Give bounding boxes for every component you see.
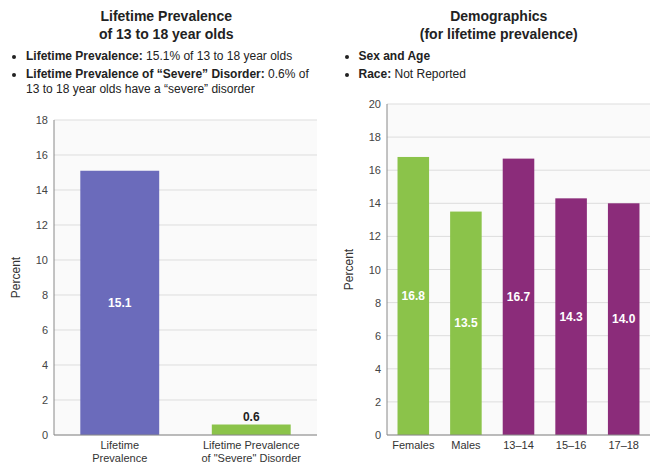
bar (397, 157, 429, 435)
tick-label: 14 (36, 184, 48, 196)
x-axis (387, 435, 650, 436)
tick-label: 0 (42, 429, 48, 441)
page: Lifetime Prevalence of 13 to 18 year old… (0, 0, 665, 473)
bar (607, 203, 639, 435)
tick-label: 10 (36, 254, 48, 266)
panel: Demographics (for lifetime prevalence) Se… (333, 0, 665, 473)
data-label: 0.6 (243, 409, 260, 423)
category-label: Lifetime Prevalenceof "Severe" Disorder (201, 439, 301, 464)
tick-label: 10 (368, 264, 380, 276)
plot: 0 2 4 6 8 10 12 14 16 18 Percent 15.1 0.6 LifetimePre… (8, 104, 325, 469)
data-label: 16.7 (506, 290, 530, 304)
annotation: Lifetime Prevalence: 15.1% of 13 to 18 y… (26, 49, 325, 65)
tick-label: 4 (42, 359, 48, 371)
tick-label: 12 (368, 231, 380, 243)
bar (555, 199, 587, 436)
grid-line (54, 434, 317, 435)
notes: Sex and Age Race: Not Reported (341, 49, 658, 84)
y-axis (386, 104, 387, 435)
bars (397, 157, 639, 435)
notes: Lifetime Prevalence: 15.1% of 13 to 18 y… (8, 49, 325, 100)
category-label: LifetimePrevalence (92, 439, 147, 464)
tick-label: 18 (36, 114, 48, 126)
axis-label: Percent (9, 256, 23, 298)
grid-line (387, 435, 650, 436)
annotation: Sex and Age (359, 49, 658, 65)
grid-line (387, 104, 650, 105)
category-label: 17–18 (608, 439, 639, 451)
bar (450, 212, 482, 435)
tick-label: 18 (368, 131, 380, 143)
bar-chart: 0 2 4 6 8 10 12 14 16 18 20 Percent 16.8 13.5 16.7 14.3… (341, 88, 658, 469)
data-labels: 16.8 13.5 16.7 14.3 14.0 (401, 289, 635, 330)
annotation: Lifetime Prevalence of “Severe” Disorder… (26, 67, 325, 98)
data-label: 15.1 (108, 296, 132, 310)
tick-label: 16 (36, 149, 48, 161)
tick-label: 6 (374, 330, 380, 342)
grid-line (54, 154, 317, 155)
data-label: 14.3 (559, 310, 583, 324)
tick-label: 20 (368, 98, 380, 110)
bar (502, 159, 534, 435)
data-label: 13.5 (454, 316, 478, 330)
grid-line (387, 137, 650, 138)
plot: 0 2 4 6 8 10 12 14 16 18 20 Percent 16.8 13.5 16.7 14.3… (341, 88, 658, 469)
plot-area (54, 120, 317, 435)
tick-label: 14 (368, 197, 380, 209)
data-label: 16.8 (401, 289, 425, 303)
grid-line (54, 119, 317, 120)
y-axis (54, 120, 55, 435)
tick-label: 16 (368, 164, 380, 176)
tick-label: 8 (374, 297, 380, 309)
data-labels: 15.1 0.6 (108, 296, 260, 424)
tick-label: 12 (36, 219, 48, 231)
tick-label: 8 (42, 289, 48, 301)
tick-label: 2 (42, 394, 48, 406)
plot-area (387, 104, 650, 435)
x-axis (54, 434, 317, 435)
data-label: 14.0 (612, 312, 636, 326)
axis-label: Percent (342, 248, 356, 290)
tick-label: 0 (374, 429, 380, 441)
bars (80, 171, 290, 435)
bar (212, 424, 291, 435)
title: Lifetime Prevalence of 13 to 18 year old… (8, 8, 325, 43)
title: Demographics (for lifetime prevalence) (341, 8, 658, 43)
annotation: Race: Not Reported (359, 67, 658, 83)
tick-label: 2 (374, 396, 380, 408)
tick-label: 4 (374, 363, 380, 375)
bar-chart: 0 2 4 6 8 10 12 14 16 18 Percent 15.1 0.6 LifetimePre… (8, 104, 325, 469)
bar (80, 171, 159, 435)
category-label: 13–14 (503, 439, 534, 451)
category-label: Males (451, 439, 481, 451)
tick-label: 6 (42, 324, 48, 336)
category-label: 15–16 (555, 439, 586, 451)
panel: Lifetime Prevalence of 13 to 18 year old… (0, 0, 333, 473)
category-label: Females (392, 439, 435, 451)
